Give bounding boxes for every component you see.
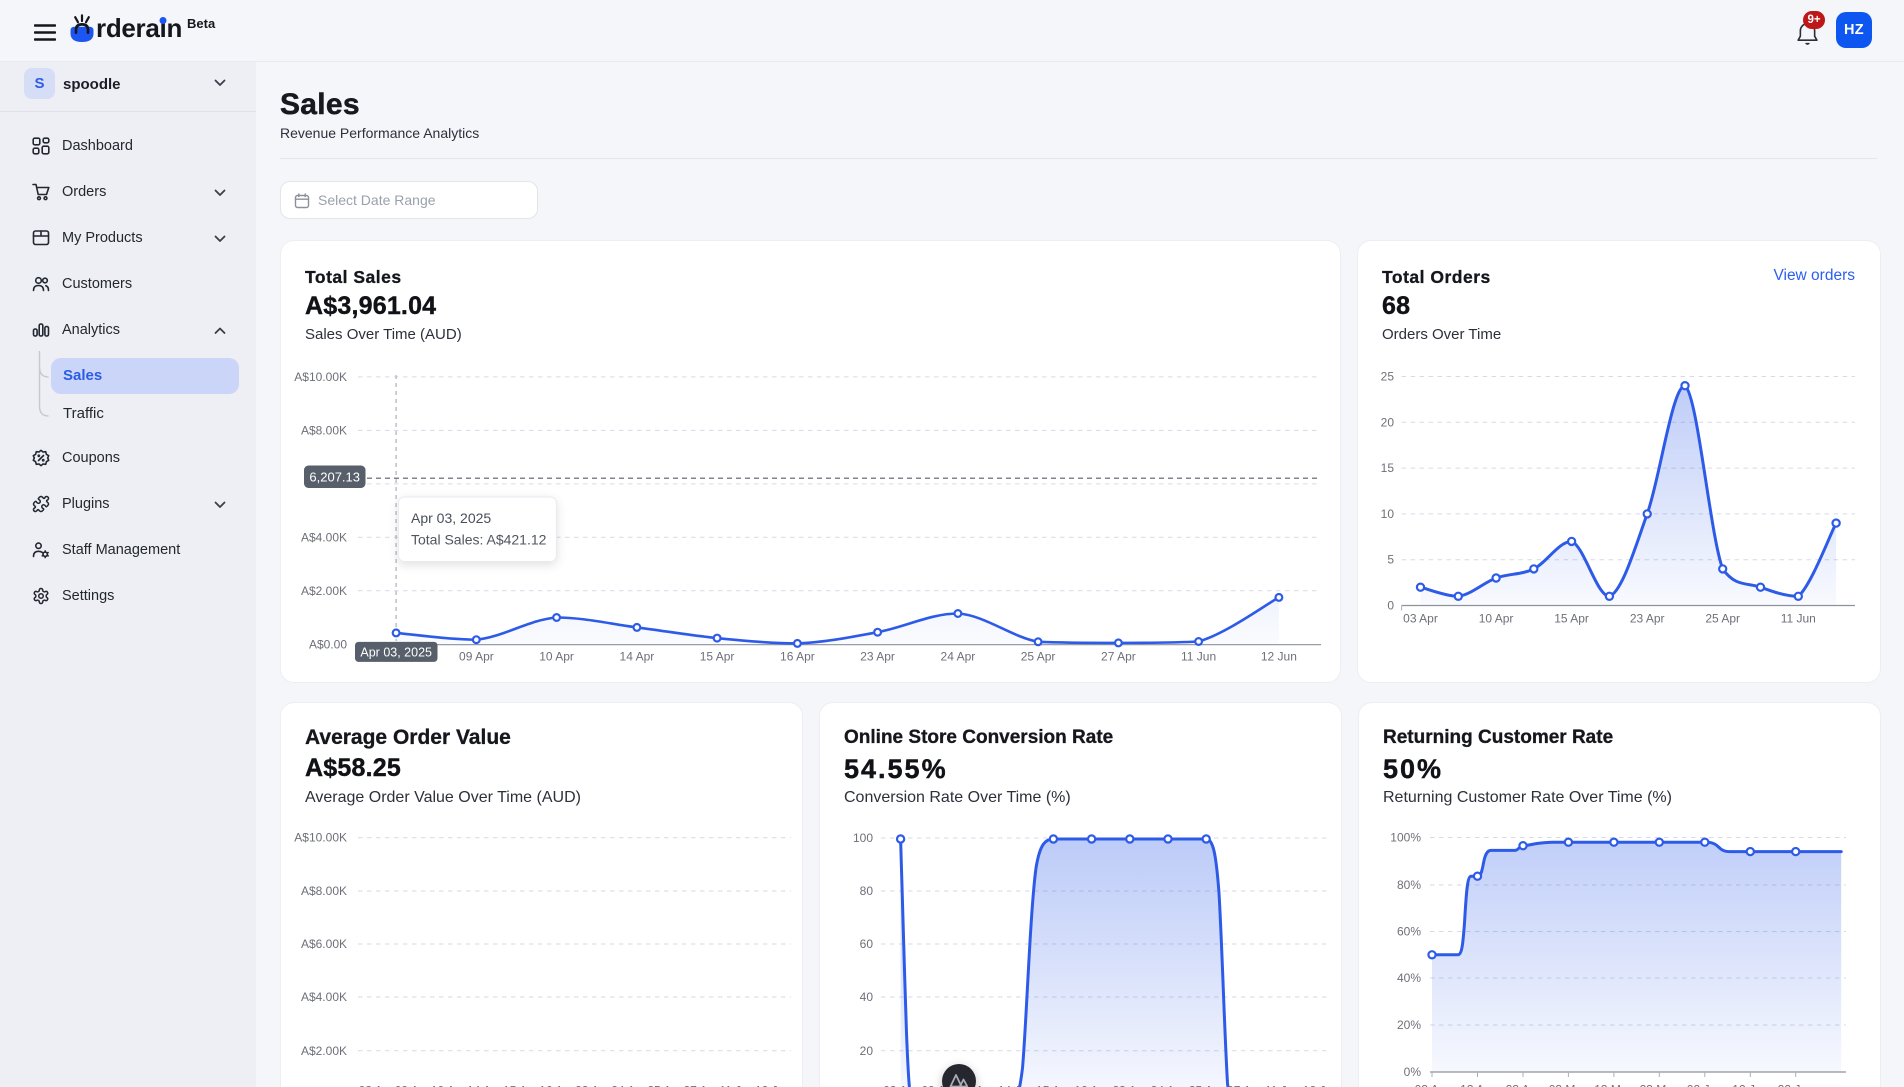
svg-text:20: 20 (1381, 415, 1395, 429)
svg-text:02 Jun: 02 Jun (1687, 1083, 1723, 1087)
svg-text:11 Jun: 11 Jun (1181, 650, 1216, 664)
svg-text:09 Apr: 09 Apr (459, 650, 494, 664)
svg-text:24 Apr: 24 Apr (941, 650, 976, 664)
svg-text:11 Jun: 11 Jun (1781, 612, 1816, 626)
svg-text:6,207.13: 6,207.13 (309, 470, 360, 485)
svg-text:25 Apr: 25 Apr (1021, 650, 1056, 664)
svg-text:80%: 80% (1397, 878, 1421, 892)
svg-text:13 Apr: 13 Apr (1460, 1083, 1495, 1087)
svg-text:27 Apr: 27 Apr (1101, 650, 1136, 664)
svg-text:23 Apr: 23 Apr (1630, 612, 1665, 626)
svg-text:23 Apr: 23 Apr (1112, 1084, 1147, 1087)
svg-text:03 May: 03 May (1549, 1083, 1588, 1087)
svg-text:A$2.00K: A$2.00K (301, 584, 347, 598)
svg-text:23 Apr: 23 Apr (1506, 1083, 1541, 1087)
svg-text:0: 0 (1387, 599, 1394, 613)
svg-text:40%: 40% (1397, 971, 1421, 985)
svg-text:0%: 0% (1404, 1065, 1422, 1079)
svg-text:14 Apr: 14 Apr (998, 1084, 1033, 1087)
svg-text:25 Apr: 25 Apr (647, 1084, 682, 1087)
svg-text:15 Apr: 15 Apr (503, 1084, 538, 1087)
svg-text:24 Apr: 24 Apr (611, 1084, 646, 1087)
svg-text:A$2.00K: A$2.00K (301, 1044, 347, 1058)
svg-text:16 Apr: 16 Apr (1074, 1084, 1109, 1087)
svg-text:14 Apr: 14 Apr (467, 1084, 502, 1087)
svg-text:03 Apr: 03 Apr (1403, 612, 1438, 626)
svg-text:25: 25 (1381, 370, 1395, 384)
svg-text:14 Apr: 14 Apr (620, 650, 655, 664)
svg-text:03 Apr: 03 Apr (359, 1084, 394, 1087)
svg-text:100%: 100% (1390, 831, 1421, 845)
svg-text:23 Apr: 23 Apr (860, 650, 895, 664)
svg-text:11 Jun: 11 Jun (1265, 1084, 1300, 1087)
svg-text:27 Apr: 27 Apr (1227, 1084, 1262, 1087)
svg-text:A$8.00K: A$8.00K (301, 424, 347, 438)
svg-text:A$0.00: A$0.00 (309, 638, 347, 652)
svg-text:12 Jun: 12 Jun (1303, 1084, 1339, 1087)
svg-text:25 Apr: 25 Apr (1705, 612, 1740, 626)
svg-text:A$8.00K: A$8.00K (301, 884, 347, 898)
svg-text:15: 15 (1381, 461, 1395, 475)
svg-text:23 Apr: 23 Apr (575, 1084, 610, 1087)
svg-text:60: 60 (860, 937, 874, 951)
svg-text:12 Jun: 12 Jun (1732, 1083, 1768, 1087)
svg-text:A$4.00K: A$4.00K (301, 531, 347, 545)
svg-text:20: 20 (860, 1044, 874, 1058)
svg-text:15 Apr: 15 Apr (1036, 1084, 1071, 1087)
svg-text:24 Apr: 24 Apr (1151, 1084, 1186, 1087)
svg-text:40: 40 (860, 990, 874, 1004)
svg-text:10: 10 (1381, 507, 1395, 521)
svg-text:16 Apr: 16 Apr (780, 650, 815, 664)
svg-text:Apr 03, 2025: Apr 03, 2025 (360, 645, 432, 659)
svg-text:10 Apr: 10 Apr (539, 650, 574, 664)
svg-text:12 Jun: 12 Jun (1261, 650, 1297, 664)
svg-text:A$4.00K: A$4.00K (301, 990, 347, 1004)
svg-text:5: 5 (1387, 553, 1394, 567)
svg-text:Apr 03, 2025: Apr 03, 2025 (411, 510, 491, 526)
svg-text:13 May: 13 May (1594, 1083, 1633, 1087)
svg-text:A$10.00K: A$10.00K (294, 370, 347, 384)
svg-text:A$6.00K: A$6.00K (301, 937, 347, 951)
svg-text:Total Sales: A$421.12: Total Sales: A$421.12 (411, 532, 547, 548)
svg-text:A$10.00K: A$10.00K (294, 831, 347, 845)
svg-text:12 Jun: 12 Jun (755, 1084, 791, 1087)
svg-text:20%: 20% (1397, 1018, 1421, 1032)
svg-text:09 Apr: 09 Apr (395, 1084, 430, 1087)
svg-text:11 Jun: 11 Jun (719, 1084, 754, 1087)
svg-text:10 Apr: 10 Apr (1479, 612, 1514, 626)
svg-text:10 Apr: 10 Apr (960, 1084, 995, 1087)
svg-text:60%: 60% (1397, 925, 1421, 939)
svg-text:10 Apr: 10 Apr (431, 1084, 466, 1087)
svg-text:15 Apr: 15 Apr (1554, 612, 1589, 626)
svg-text:15 Apr: 15 Apr (700, 650, 735, 664)
svg-text:100: 100 (853, 831, 873, 845)
svg-text:03 Apr: 03 Apr (883, 1084, 918, 1087)
svg-text:25 Apr: 25 Apr (1189, 1084, 1224, 1087)
svg-text:09 Apr: 09 Apr (921, 1084, 956, 1087)
svg-text:23 May: 23 May (1640, 1083, 1679, 1087)
svg-text:03 Apr: 03 Apr (1415, 1083, 1450, 1087)
svg-text:27 Apr: 27 Apr (683, 1084, 718, 1087)
svg-text:22 Jun: 22 Jun (1778, 1083, 1814, 1087)
svg-text:16 Apr: 16 Apr (539, 1084, 574, 1087)
svg-text:80: 80 (860, 884, 874, 898)
